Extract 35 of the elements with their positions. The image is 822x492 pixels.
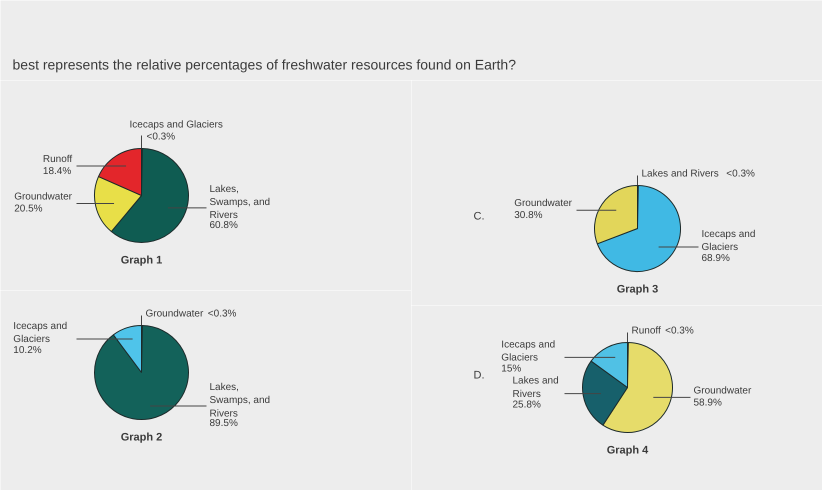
slice-label: Groundwater (514, 198, 573, 210)
slice-label: Groundwater (694, 385, 752, 396)
text: C. (474, 210, 484, 222)
data-label: 60.8% (210, 220, 238, 231)
data-label: 89.5% (210, 418, 238, 430)
data-label: 10.2% (13, 345, 42, 356)
data-label: 30.8% (514, 210, 543, 222)
data-label: 25.8% (512, 400, 541, 411)
data-label: 58.9% (694, 397, 722, 408)
slice-label: Icecaps and Glaciers (702, 229, 756, 254)
data-label: 68.9% (702, 253, 730, 264)
slice-label: Lakes, Swamps, and Rivers (210, 184, 270, 222)
slice-label: Icecaps and Glaciers (13, 321, 68, 346)
slice-label: Runoff (632, 326, 662, 336)
text: Graph 3 (616, 284, 658, 296)
data-label: <0.3% (146, 132, 176, 142)
text: Graph 4 (606, 444, 650, 456)
text: best represents the relative percentages of freshwater resources found on Earth? (12, 56, 516, 72)
text: D. (474, 370, 484, 382)
slice-label: Runoff (42, 154, 72, 165)
data-label: 18.4% (42, 166, 72, 177)
slice-label: Icecaps and Glaciers (501, 339, 556, 364)
slice-label: Groundwater (146, 308, 204, 320)
slice-label: Icecaps and Glaciers (130, 120, 223, 130)
text: Graph 2 (120, 432, 162, 444)
slice-label: Lakes and Rivers (512, 376, 559, 400)
slice-label: Groundwater (14, 192, 73, 203)
data-label: <0.3% (665, 326, 694, 336)
data-label: 15% (501, 363, 522, 374)
data-label: 20.5% (14, 204, 43, 215)
text: Graph 1 (120, 254, 162, 266)
data-label: <0.3% (726, 168, 756, 180)
slice-label: Lakes and Rivers (642, 168, 719, 180)
slice-label: Lakes, Swamps, and Rivers (210, 382, 270, 420)
data-label: <0.3% (208, 308, 237, 320)
